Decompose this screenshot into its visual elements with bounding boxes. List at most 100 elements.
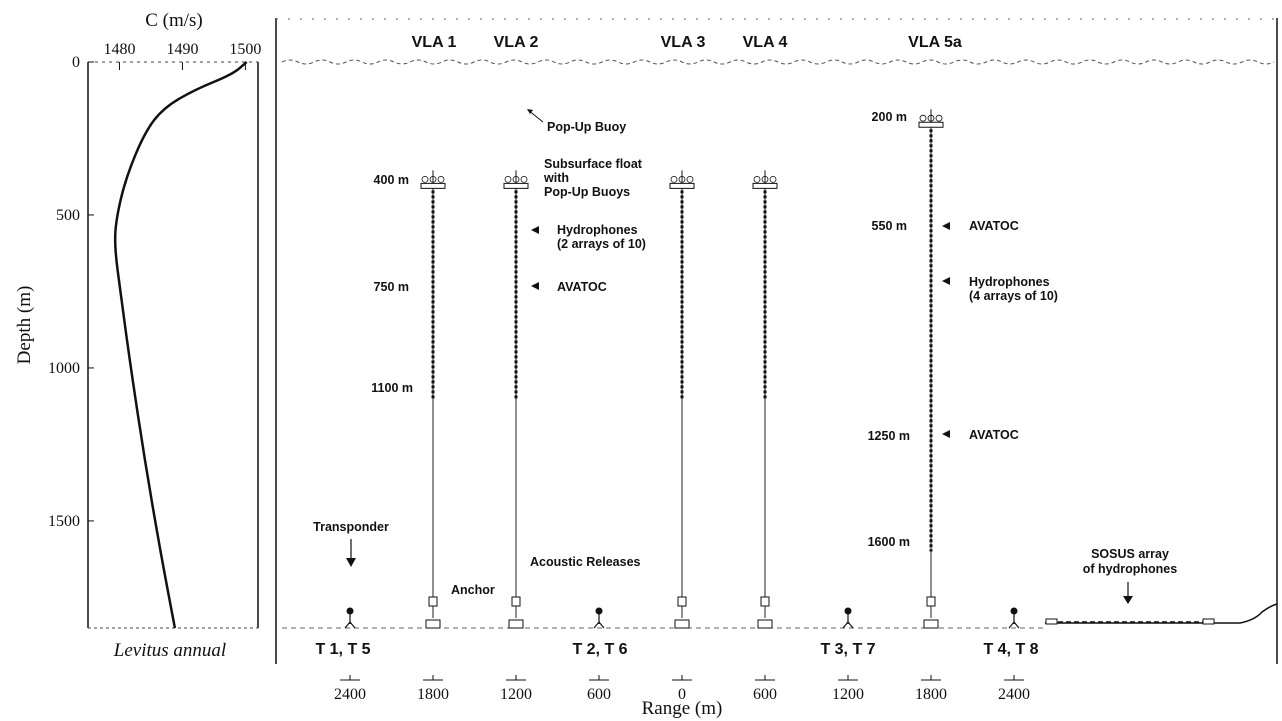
depth-tick-label-0: 0: [72, 54, 80, 71]
vla-mooring-5: [918, 109, 944, 629]
popup-buoy: [686, 175, 694, 183]
transponder-label-t2-t6: T 2, T 6: [572, 641, 627, 658]
depth-ticks: 0 500 1000 1500: [48, 54, 94, 530]
popup-buoy: [919, 114, 927, 122]
subsurface-float: [918, 121, 944, 128]
subsurface-float: [420, 182, 446, 189]
depth-tick-label-1000: 1000: [48, 360, 80, 377]
anchor: [923, 619, 939, 629]
sosus-arrowhead: [1123, 596, 1133, 604]
vla-5a-label: VLA 5a: [908, 34, 962, 51]
range-tick-label-5: 600: [753, 686, 777, 703]
transponder-tripod: [1008, 621, 1020, 629]
sosus-label-1: SOSUS array: [1091, 547, 1169, 561]
acoustic-release: [926, 596, 936, 607]
vla-mooring-4: [752, 170, 778, 629]
transponder-label: Transponder: [313, 520, 389, 534]
depth-tick-label-1500: 1500: [48, 513, 80, 530]
depth-label-550: 550 m: [872, 219, 907, 233]
popup-buoy: [421, 175, 429, 183]
sound-speed-profile-line: [113, 61, 248, 629]
anchor: [508, 619, 524, 629]
anchor: [757, 619, 773, 629]
range-tick-label-6: 1200: [832, 686, 864, 703]
transponder-label-t3-t7: T 3, T 7: [820, 641, 875, 658]
subsurface-float: [669, 182, 695, 189]
range-tick-label-2: 1200: [500, 686, 532, 703]
subsurface-float: [752, 182, 778, 189]
popup-buoy: [520, 175, 528, 183]
sound-speed-axis-title: C (m/s): [145, 10, 203, 31]
depth-label-200: 200 m: [872, 110, 907, 124]
transponder-arrowhead: [346, 558, 356, 567]
subsurface-float-label-3: Pop-Up Buoys: [544, 185, 630, 199]
sosus-label-2: of hydrophones: [1083, 562, 1177, 576]
sound-speed-panel: C (m/s) 1480 1490 1500 0 500 1000 1500 Depth …: [14, 10, 261, 661]
avatoc-left-arrow: [531, 282, 539, 290]
depth-label-1250: 1250 m: [868, 429, 910, 443]
avatoc-550-arrow: [942, 222, 950, 230]
range-tick-label-0: 2400: [334, 686, 366, 703]
c-tick-label-1490: 1490: [166, 41, 198, 58]
depth-tick-label-500: 500: [56, 207, 80, 224]
acoustic-release: [428, 596, 438, 607]
range-tick-label-4: 0: [678, 686, 686, 703]
transponder-4: [1008, 607, 1020, 629]
subsurface-float-label-1: Subsurface float: [544, 157, 643, 171]
c-tick-label-1500: 1500: [229, 41, 261, 58]
avatoc-550-label: AVATOC: [969, 219, 1019, 233]
popup-buoy: [437, 175, 445, 183]
subsurface-float-label-2: with: [543, 171, 569, 185]
mooring-panel: VLA 1 VLA 2 VLA 3 VLA 4 VLA 5a 400 m 750…: [275, 18, 1278, 719]
avatoc-1250-arrow: [942, 430, 950, 438]
range-tick-label-1: 1800: [417, 686, 449, 703]
vla-3-label: VLA 3: [661, 34, 706, 51]
range-axis-ticks: 2400 1800 1200 600 0 600 1200 1800 2400: [334, 675, 1030, 703]
hydrophones-right-arrow: [942, 277, 950, 285]
transponder-label-t1-t5: T 1, T 5: [315, 641, 370, 658]
sea-surface-line: [281, 59, 1275, 65]
popup-buoy: [935, 114, 943, 122]
vla-2-label: VLA 2: [494, 34, 539, 51]
popup-buoy: [504, 175, 512, 183]
transponder-tripod: [593, 621, 605, 629]
anchor: [674, 619, 690, 629]
acoustic-release: [677, 596, 687, 607]
hydrophones-right-label-2: (4 arrays of 10): [969, 289, 1058, 303]
transponder-1: [344, 607, 356, 629]
depth-label-1600: 1600 m: [868, 535, 910, 549]
vla-mooring-1: [420, 170, 446, 629]
sosus-seafloor-slope: [1045, 603, 1278, 624]
popup-buoy-arrowhead: [527, 109, 533, 114]
vla-mooring-3: [669, 170, 695, 629]
popup-buoy: [670, 175, 678, 183]
transponder-tripod: [344, 621, 356, 629]
subsurface-float: [503, 182, 529, 189]
acoustic-releases-label: Acoustic Releases: [530, 555, 641, 569]
depth-label-1100: 1100 m: [371, 381, 413, 395]
vla-moorings: [420, 109, 944, 629]
vla-4-label: VLA 4: [743, 34, 788, 51]
range-tick-label-3: 600: [587, 686, 611, 703]
acoustic-release: [760, 596, 770, 607]
range-axis-title: Range (m): [642, 698, 723, 719]
anchor-label: Anchor: [451, 583, 495, 597]
range-tick-label-8: 2400: [998, 686, 1030, 703]
depth-label-750: 750 m: [374, 280, 409, 294]
range-tick-label-7: 1800: [915, 686, 947, 703]
popup-buoy: [753, 175, 761, 183]
hydrophones-left-label-1: Hydrophones: [557, 223, 638, 237]
transponder-3: [842, 607, 854, 629]
hydrophones-left-arrow: [531, 226, 539, 234]
avatoc-1250-label: AVATOC: [969, 428, 1019, 442]
popup-buoy: [769, 175, 777, 183]
depth-axis-title: Depth (m): [14, 286, 35, 365]
vla-mooring-2: [503, 170, 529, 629]
acoustic-release: [511, 596, 521, 607]
depth-label-400: 400 m: [374, 173, 409, 187]
sosus-end-left: [1045, 618, 1058, 625]
avatoc-left-label: AVATOC: [557, 280, 607, 294]
profile-caption: Levitus annual: [113, 640, 226, 661]
c-tick-label-1480: 1480: [103, 41, 135, 58]
